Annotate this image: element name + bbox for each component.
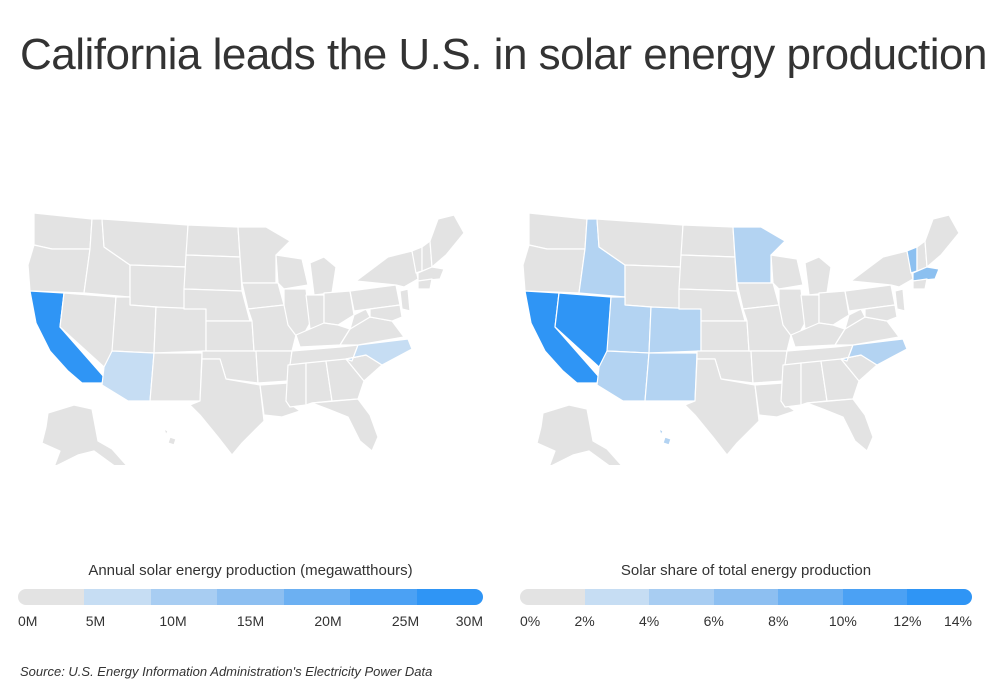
state-mississippi xyxy=(285,362,307,408)
state-wyoming xyxy=(624,264,682,310)
legend-tick-label: 14% xyxy=(943,613,972,629)
legend-swatch xyxy=(150,589,218,605)
state-new-mexico xyxy=(149,352,203,402)
legend-labels: 0M 5M 10M 15M 20M 25M 30M xyxy=(18,613,483,631)
legend-title: Annual solar energy production (megawatt… xyxy=(88,562,413,579)
state-connecticut xyxy=(912,278,928,290)
state-new-jersey xyxy=(399,288,411,312)
state-ohio xyxy=(818,290,850,326)
state-oregon xyxy=(522,244,586,294)
legend-tick-label: 5M xyxy=(85,613,106,629)
us-map-share xyxy=(522,212,960,465)
state-new-jersey xyxy=(894,288,906,312)
legend-tick-label: 25M xyxy=(391,613,420,629)
state-north-dakota xyxy=(680,224,736,258)
state-oregon xyxy=(27,244,91,294)
legend-swatch xyxy=(217,589,284,605)
state-south-dakota xyxy=(183,254,243,292)
state-hawaii xyxy=(163,428,177,446)
legend-tick-label: 12% xyxy=(893,613,922,629)
state-florida xyxy=(806,398,874,452)
legend-color-scale xyxy=(520,589,972,605)
legend-tick-label: 10% xyxy=(828,613,857,629)
state-mississippi xyxy=(780,362,802,408)
legend-swatch xyxy=(350,589,417,605)
legend-tick-label: 0% xyxy=(520,613,541,629)
state-minnesota xyxy=(732,226,786,284)
state-north-dakota xyxy=(185,224,241,258)
state-wyoming xyxy=(129,264,187,310)
state-arkansas xyxy=(750,350,788,384)
state-ohio xyxy=(323,290,355,326)
legend-swatch xyxy=(907,589,972,605)
state-maryland xyxy=(864,304,898,322)
legend-swatch xyxy=(416,589,483,605)
legend-tick-label: 20M xyxy=(314,613,342,629)
legend-tick-label: 10M xyxy=(159,613,187,629)
legend-swatch xyxy=(842,589,908,605)
legend-tick-label: 0M xyxy=(18,613,38,629)
state-washington xyxy=(528,212,588,250)
map-solar-share xyxy=(515,205,975,465)
state-arizona xyxy=(101,350,155,402)
legend-tick-label: 6% xyxy=(703,613,724,629)
state-colorado xyxy=(648,306,702,354)
state-texas xyxy=(189,358,265,456)
state-kansas xyxy=(700,320,750,352)
state-florida xyxy=(311,398,379,452)
legend-title: Solar share of total energy production xyxy=(620,562,872,579)
legend-tick-label: 15M xyxy=(236,613,265,629)
legend-tick-label: 8% xyxy=(768,613,789,629)
state-wisconsin xyxy=(770,254,804,290)
state-new-mexico xyxy=(644,352,698,402)
state-massachusetts xyxy=(912,266,940,282)
state-arkansas xyxy=(255,350,293,384)
legend-swatch xyxy=(18,589,85,605)
state-maryland xyxy=(369,304,403,322)
state-colorado xyxy=(153,306,207,354)
state-wisconsin xyxy=(275,254,309,290)
state-maine xyxy=(429,214,465,268)
state-kansas xyxy=(205,320,255,352)
legend-production: Annual solar energy production (megawatt… xyxy=(18,562,483,631)
state-hawaii xyxy=(658,428,672,446)
state-michigan xyxy=(309,256,337,296)
legend-swatch xyxy=(713,589,779,605)
state-minnesota xyxy=(237,226,291,284)
state-maine xyxy=(924,214,960,268)
legend-swatch xyxy=(778,589,843,605)
state-alaska xyxy=(41,404,128,465)
legend-swatch xyxy=(584,589,650,605)
legend-swatch xyxy=(84,589,151,605)
legend-swatch xyxy=(520,589,585,605)
legend-labels: 0% 2% 4% 6% 8% 10% 12% 14% xyxy=(520,613,972,631)
map-solar-production xyxy=(20,205,480,465)
page-title: California leads the U.S. in solar energ… xyxy=(20,30,988,79)
source-note: Source: U.S. Energy Information Administ… xyxy=(20,664,433,679)
state-kentucky xyxy=(790,322,846,348)
us-map-production xyxy=(27,212,465,465)
state-arizona xyxy=(596,350,650,402)
legend-tick-label: 30M xyxy=(455,613,483,629)
legend-color-scale xyxy=(18,589,483,605)
state-massachusetts xyxy=(417,266,445,282)
state-south-dakota xyxy=(678,254,738,292)
legend-swatch xyxy=(649,589,714,605)
state-new-york xyxy=(850,250,914,288)
legend-tick-label: 2% xyxy=(574,613,595,629)
state-new-york xyxy=(355,250,419,288)
state-michigan xyxy=(804,256,832,296)
legend-swatch xyxy=(283,589,351,605)
legend-tick-label: 4% xyxy=(639,613,660,629)
state-texas xyxy=(684,358,760,456)
state-washington xyxy=(33,212,93,250)
state-alaska xyxy=(536,404,623,465)
legend-share: Solar share of total energy production 0… xyxy=(520,562,972,631)
state-connecticut xyxy=(417,278,433,290)
state-kentucky xyxy=(295,322,351,348)
